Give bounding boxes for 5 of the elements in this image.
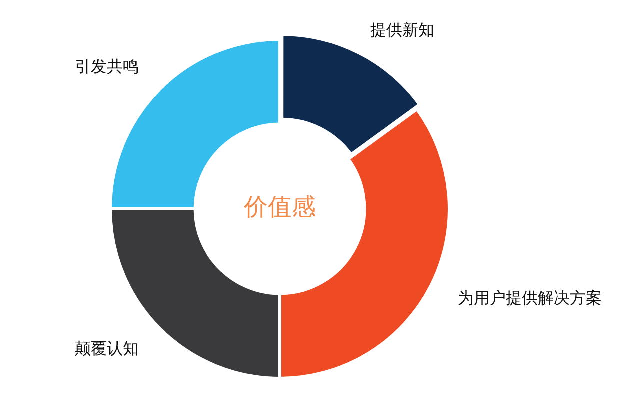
slice-label: 引发共鸣: [74, 57, 139, 76]
text: 价值感: [243, 193, 316, 222]
slice-label: 提供新知: [370, 20, 435, 40]
slice-label: 颠覆认知: [74, 339, 139, 358]
slice-label: 为用户提供解决方案: [458, 288, 602, 308]
